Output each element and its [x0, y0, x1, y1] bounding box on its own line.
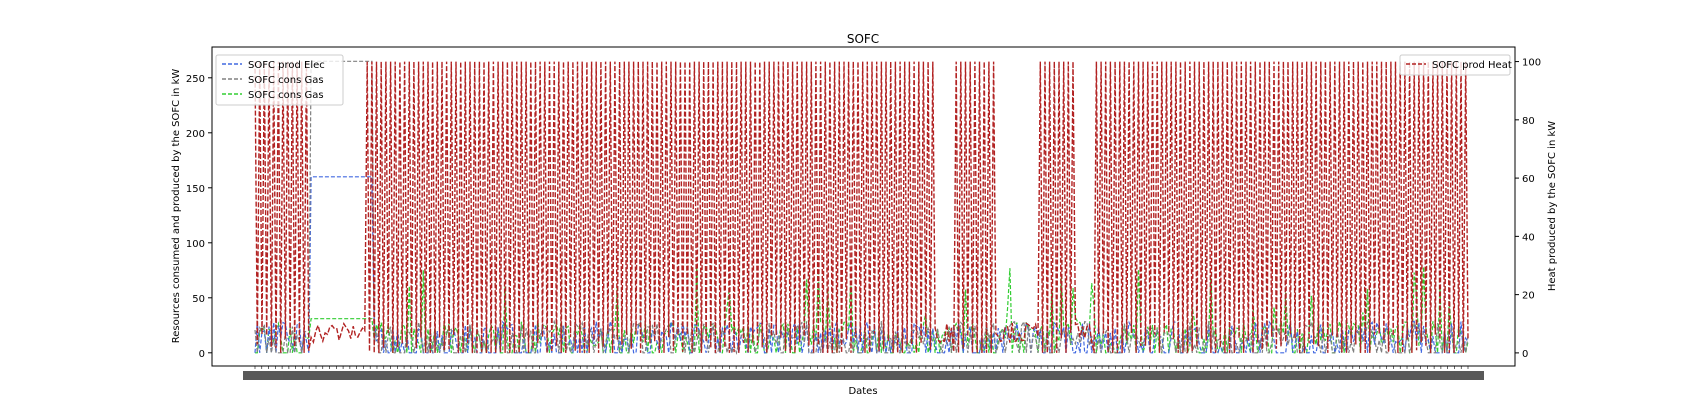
y-left-tick-label-3: 150	[186, 184, 205, 195]
y-axis-label-left: Resources consumed and produced by the S…	[171, 69, 182, 344]
legend-right-box	[1399, 54, 1511, 76]
legend-left-label-0: SOFC prod Elec	[248, 60, 325, 71]
legend-left-label-2: SOFC cons Gas	[248, 90, 324, 101]
y-left-tick-label-0: 0	[199, 349, 205, 360]
legend-right-label-0: SOFC prod Heat	[1432, 60, 1512, 71]
y-left-tick-label-2: 100	[186, 239, 205, 250]
y-right-tick-label-2: 40	[1522, 232, 1535, 243]
y-left-tick-label-1: 50	[192, 294, 205, 305]
y-right-tick-label-1: 20	[1522, 291, 1535, 302]
legend-left-box	[215, 54, 344, 106]
y-left-tick-label-5: 250	[186, 74, 205, 85]
y-right-tick-label-5: 100	[1522, 58, 1541, 69]
series-layer	[254, 60, 1469, 356]
axis-layer: 0 50 100 150 200 250 0 20 40 60 80 100	[186, 58, 1541, 380]
series-line-3	[254, 61, 1469, 354]
series-line-2	[255, 265, 1469, 356]
x-axis-label: Dates	[848, 386, 877, 397]
legend-left-label-1: SOFC cons Gas	[248, 75, 324, 86]
legend-right: SOFC prod Heat	[1399, 54, 1512, 76]
y-axis-label-right: Heat produced by the SOFC in kW	[1547, 121, 1558, 291]
chart-title: SOFC	[847, 32, 879, 46]
x-tick-labels-overlap	[243, 371, 1484, 380]
y-right-tick-label-0: 0	[1522, 349, 1528, 360]
series-line-1	[254, 60, 1469, 356]
y-right-tick-label-4: 80	[1522, 116, 1535, 127]
y-left-tick-label-4: 200	[186, 129, 205, 140]
plot-frame	[211, 46, 1516, 367]
series-line-0	[254, 176, 1469, 354]
legend-left: SOFC prod Elec SOFC cons Gas SOFC cons G…	[215, 54, 344, 106]
y-right-tick-label-3: 60	[1522, 174, 1535, 185]
